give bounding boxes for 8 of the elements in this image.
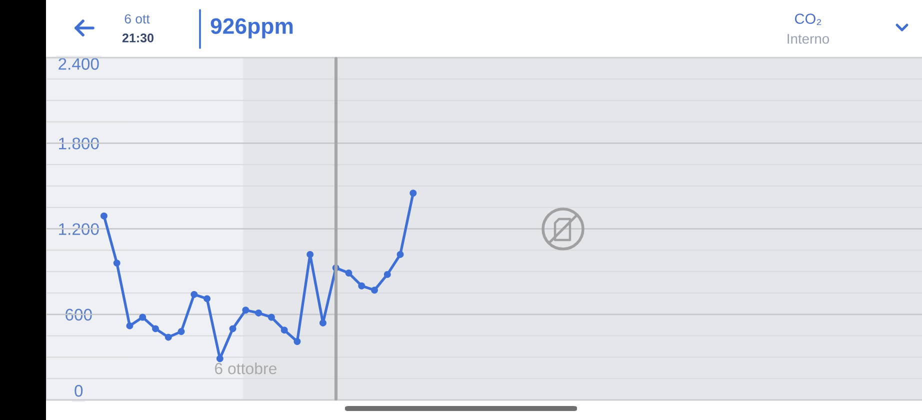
x-tick-label: 6 ottobre bbox=[214, 362, 276, 374]
text: Interno bbox=[788, 34, 830, 44]
text: 6 ott bbox=[124, 14, 150, 24]
y-tick-label: 2.400 bbox=[58, 58, 99, 70]
y-tick-label: 0 bbox=[74, 384, 83, 397]
text: 21:30 bbox=[122, 34, 154, 42]
chart-title: 926ppm bbox=[210, 18, 293, 38]
text: CO₂ bbox=[794, 14, 822, 26]
